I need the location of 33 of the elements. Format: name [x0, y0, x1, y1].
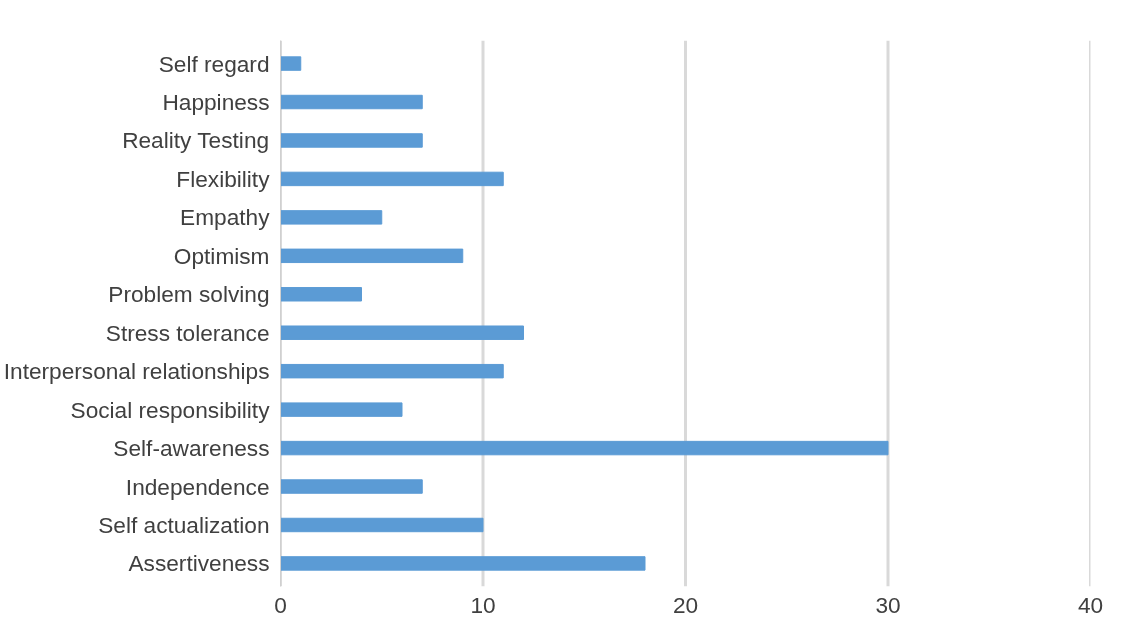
- y-tick-label: Independence: [125, 473, 270, 500]
- y-tick-label: Self actualization: [98, 511, 270, 538]
- bar: [280, 287, 362, 302]
- x-tick-label: 30: [875, 591, 901, 618]
- y-tick-label: Reality Testing: [122, 127, 270, 154]
- bar: [280, 402, 403, 417]
- x-tick-label: 20: [672, 591, 699, 618]
- y-tick-label: Stress tolerance: [105, 319, 270, 346]
- bar: [280, 517, 484, 533]
- y-tick-label: Empathy: [180, 204, 271, 231]
- y-tick-label: Social responsibility: [70, 396, 271, 423]
- x-tick-label: 40: [1077, 591, 1104, 618]
- y-tick-label: Interpersonal relationships: [3, 358, 270, 385]
- y-tick-label: Optimism: [173, 242, 270, 269]
- bar: [280, 556, 646, 571]
- bar: [280, 94, 423, 110]
- y-tick-label: Problem solving: [108, 281, 270, 308]
- bar: [280, 440, 889, 456]
- bar: [280, 325, 524, 340]
- bar: [280, 171, 504, 187]
- x-tick-label: 10: [470, 591, 496, 618]
- bar: [280, 56, 302, 71]
- y-tick-label: Happiness: [162, 89, 270, 116]
- y-tick-label: Self-awareness: [113, 435, 270, 462]
- bar: [280, 363, 504, 379]
- bar: [280, 479, 423, 494]
- bar: [280, 133, 423, 148]
- y-tick-label: Flexibility: [176, 165, 271, 192]
- y-tick-label: Assertiveness: [128, 550, 270, 577]
- y-tick-label: Self regard: [158, 50, 270, 77]
- bar: [280, 210, 383, 225]
- bar: [280, 248, 464, 264]
- x-tick-label: 0: [274, 591, 287, 618]
